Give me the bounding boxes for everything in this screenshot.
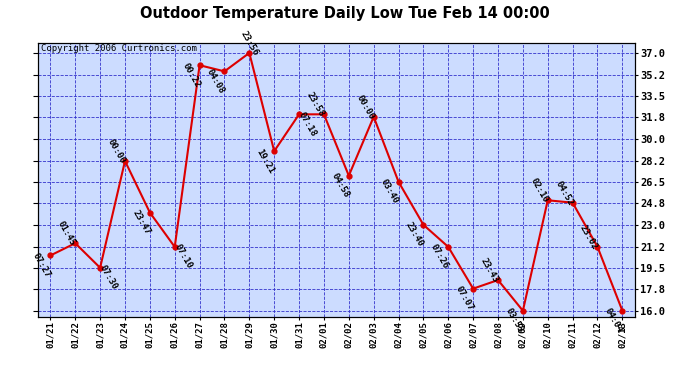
Text: 00:00: 00:00 xyxy=(106,137,127,165)
Text: 03:53: 03:53 xyxy=(504,307,525,334)
Text: Outdoor Temperature Daily Low Tue Feb 14 00:00: Outdoor Temperature Daily Low Tue Feb 14… xyxy=(140,6,550,21)
Text: 07:30: 07:30 xyxy=(98,264,119,291)
Text: 01:45: 01:45 xyxy=(56,219,77,247)
Text: 00:22: 00:22 xyxy=(180,61,201,89)
Text: 19:21: 19:21 xyxy=(255,147,276,175)
Text: 04:58: 04:58 xyxy=(330,172,351,200)
Text: 00:00: 00:00 xyxy=(355,93,375,121)
Text: 23:02: 23:02 xyxy=(578,223,600,251)
Text: 04:08: 04:08 xyxy=(205,67,226,95)
Text: 07:27: 07:27 xyxy=(31,251,52,279)
Text: 23:40: 23:40 xyxy=(404,221,425,249)
Text: 23:43: 23:43 xyxy=(479,256,500,284)
Text: 23:58: 23:58 xyxy=(304,91,326,118)
Text: 07:26: 07:26 xyxy=(429,243,450,271)
Text: 04:52: 04:52 xyxy=(553,179,575,207)
Text: 23:56: 23:56 xyxy=(239,29,260,57)
Text: 23:47: 23:47 xyxy=(130,209,152,236)
Text: 04:04: 04:04 xyxy=(603,307,624,334)
Text: 07:18: 07:18 xyxy=(297,110,318,138)
Text: 07:07: 07:07 xyxy=(454,285,475,312)
Text: 02:10: 02:10 xyxy=(529,177,550,204)
Text: Copyright 2006 Curtronics.com: Copyright 2006 Curtronics.com xyxy=(41,45,197,54)
Text: 03:40: 03:40 xyxy=(380,178,400,206)
Text: 07:10: 07:10 xyxy=(172,243,194,271)
